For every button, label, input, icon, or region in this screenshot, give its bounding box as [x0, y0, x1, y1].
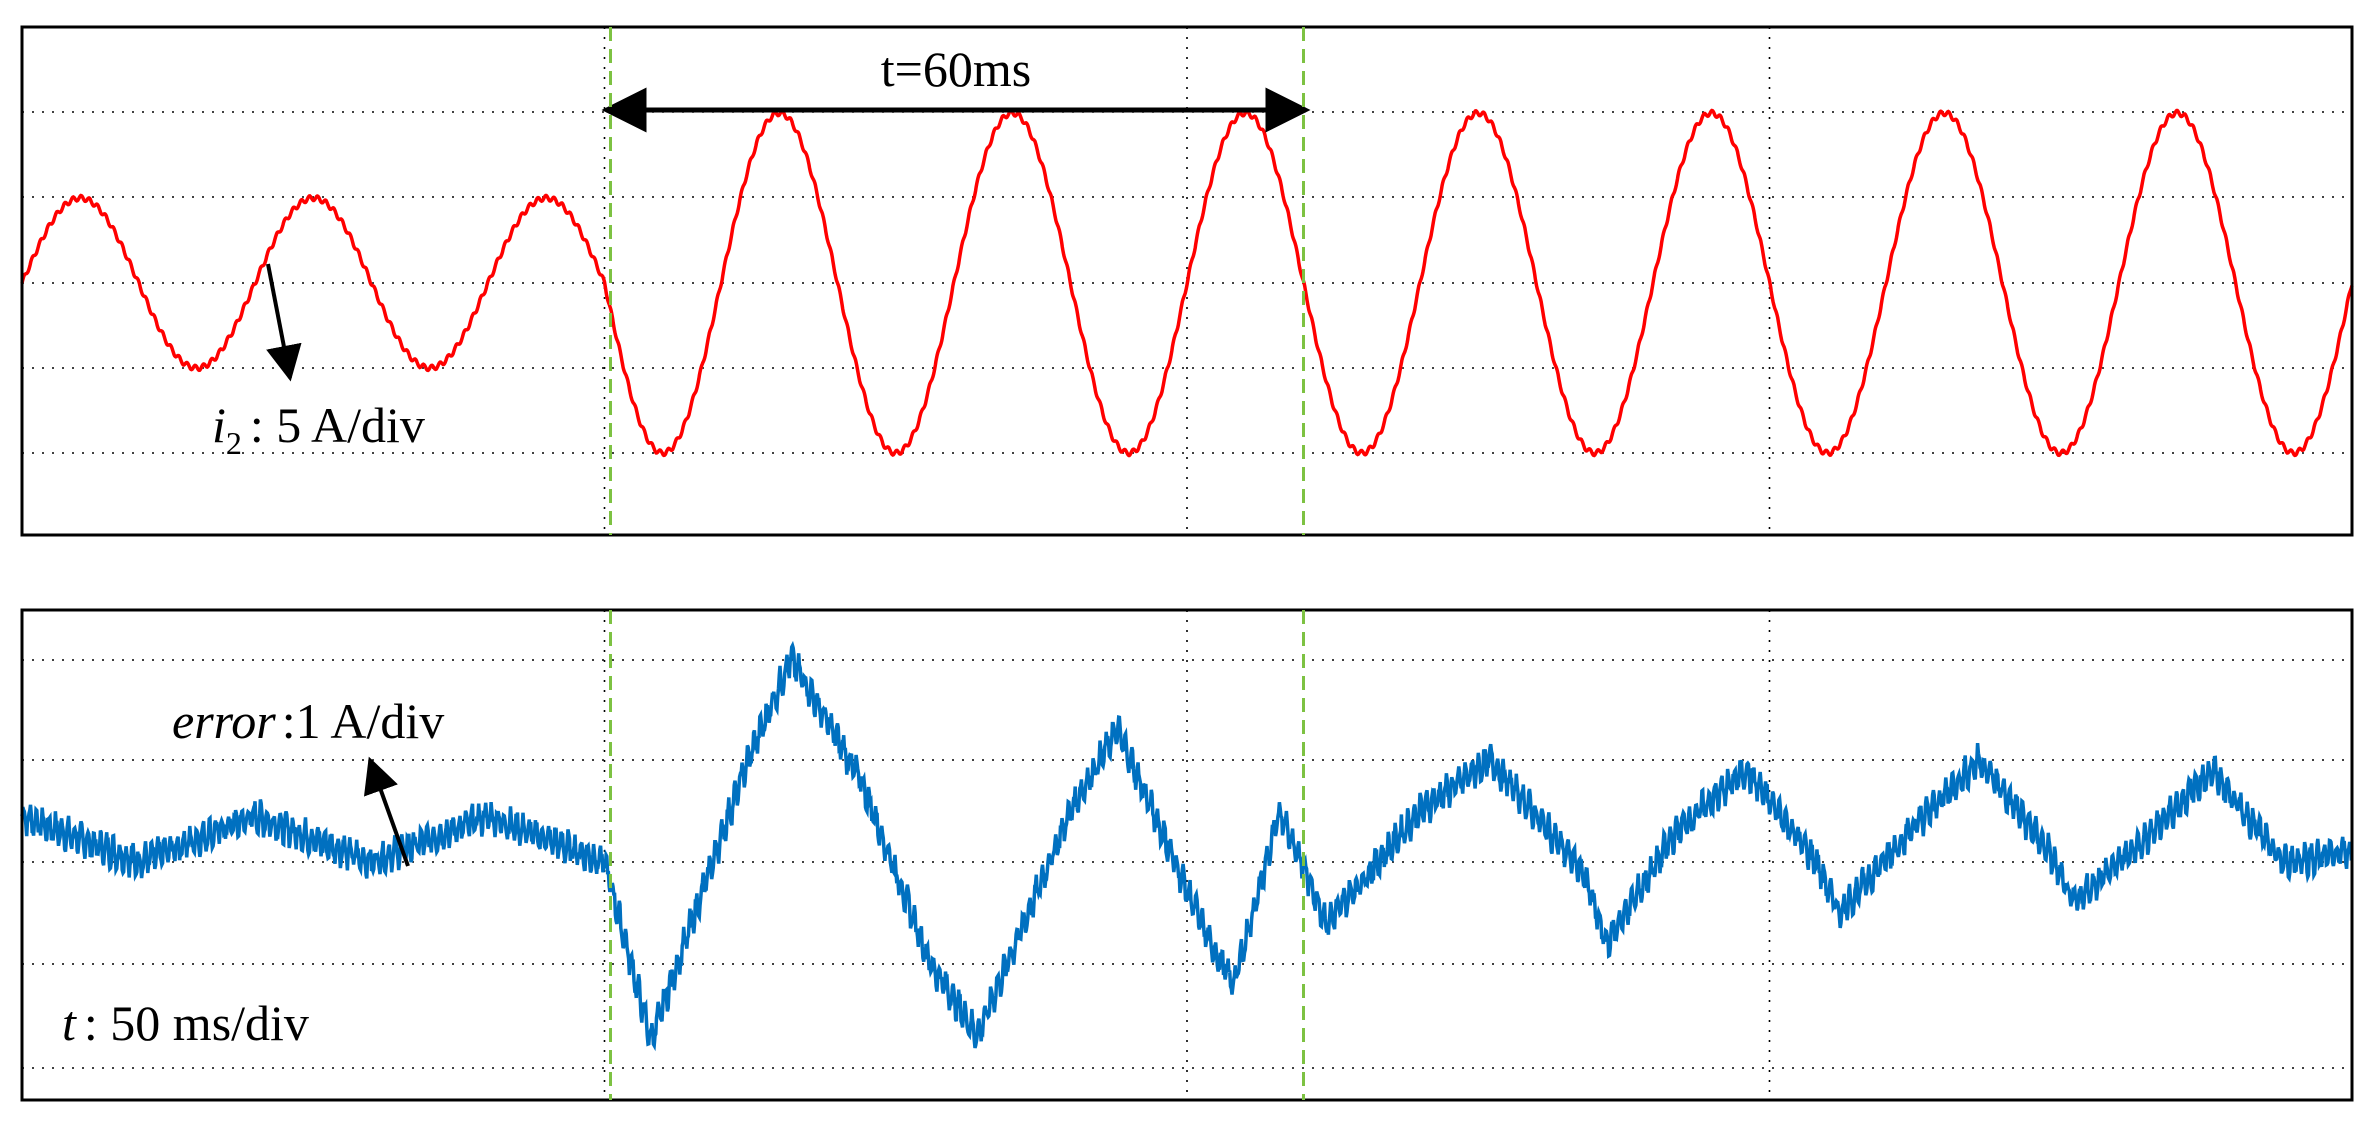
current-grid [22, 27, 2352, 535]
time-scale-label: t: 50 ms/div [62, 995, 309, 1051]
interval-label: t=60ms [881, 41, 1031, 97]
current-subscript: 2 [226, 425, 242, 461]
current-scale-text: : 5 A/div [250, 397, 425, 453]
error-scale-text: :1 A/div [282, 693, 445, 749]
error-pointer-arrow [363, 756, 410, 867]
error-scale-label: error:1 A/div [172, 693, 444, 749]
error-panel-frame [20, 608, 2354, 1102]
current-waveform [20, 108, 2354, 458]
time-symbol: t [62, 995, 77, 1051]
current-scale-label: i2: 5 A/div [212, 397, 425, 461]
current-symbol: i [212, 397, 226, 453]
error-waveform [20, 640, 2354, 1052]
current-pointer-arrow [266, 263, 302, 382]
error-panel: error:1 A/div t: 50 ms/div [20, 608, 2354, 1102]
interval-markers [609, 27, 1305, 1100]
current-panel-frame [20, 25, 2354, 537]
current-panel: t=60ms i2: 5 A/div [20, 25, 2354, 537]
error-symbol: error [172, 693, 276, 749]
time-scale-text: : 50 ms/div [84, 995, 309, 1051]
